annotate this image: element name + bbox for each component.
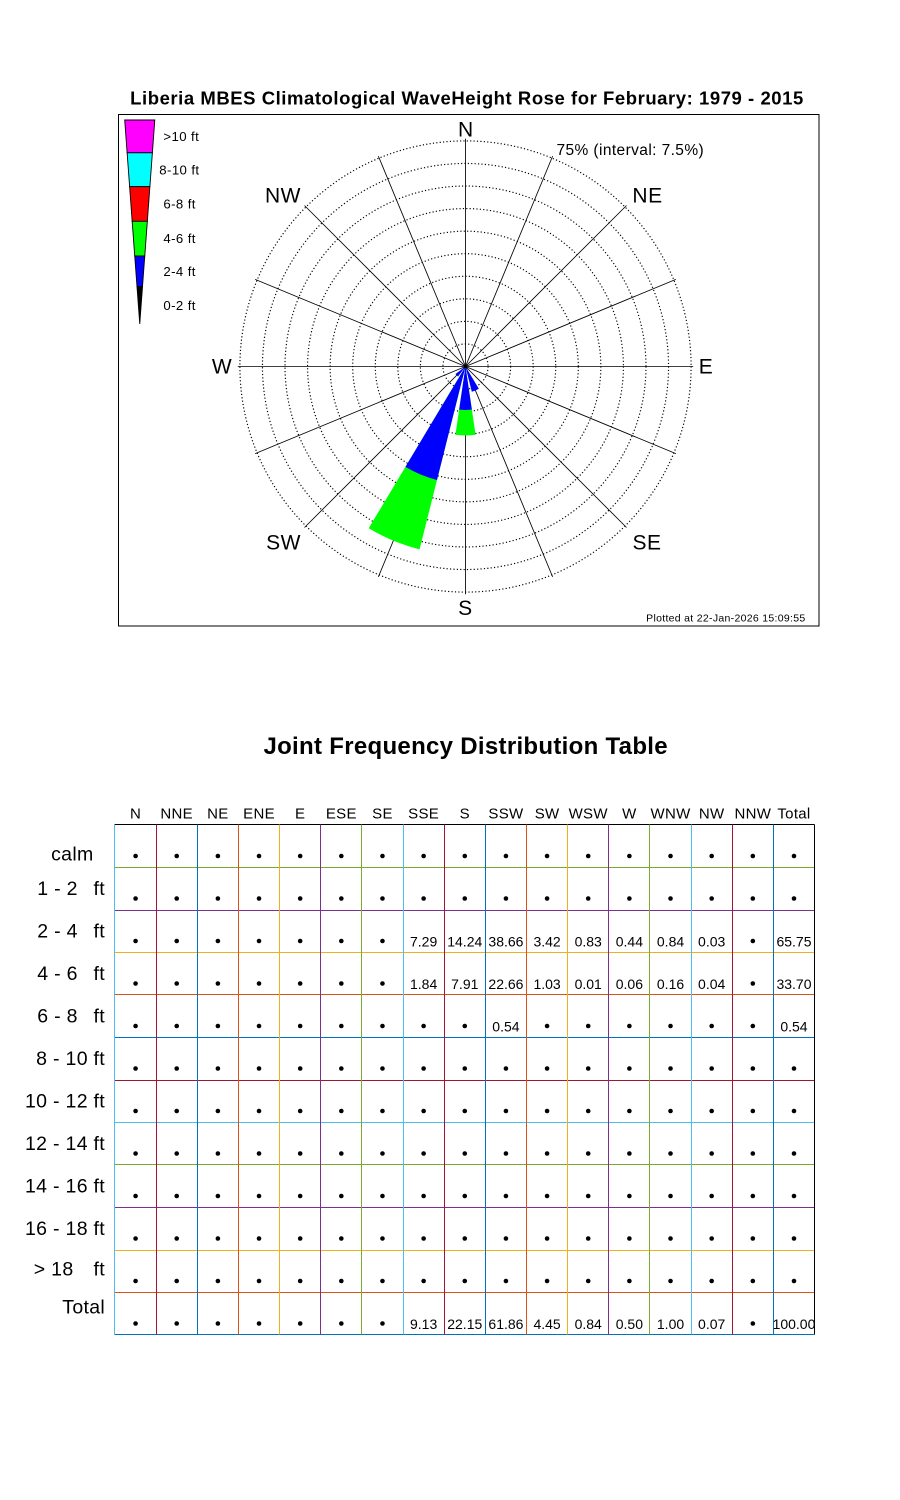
svg-text:1.03: 1.03 bbox=[533, 976, 560, 992]
svg-text:1.00: 1.00 bbox=[657, 1316, 684, 1332]
svg-text:0.83: 0.83 bbox=[575, 934, 602, 950]
svg-text:> 18 ft: > 18 ft bbox=[34, 1258, 106, 1280]
svg-text:6-8 ft: 6-8 ft bbox=[163, 197, 195, 212]
svg-text:0.16: 0.16 bbox=[657, 976, 684, 992]
svg-text:4-6 ft: 4-6 ft bbox=[163, 231, 195, 246]
svg-text:W: W bbox=[622, 806, 637, 823]
svg-text:22.66: 22.66 bbox=[488, 976, 523, 992]
svg-text:SW: SW bbox=[266, 532, 301, 555]
svg-text:SSW: SSW bbox=[488, 806, 524, 823]
svg-text:22.15: 22.15 bbox=[447, 1316, 482, 1332]
svg-text:16 - 18 ft: 16 - 18 ft bbox=[25, 1218, 105, 1240]
svg-text:7.29: 7.29 bbox=[410, 934, 437, 950]
svg-text:NW: NW bbox=[265, 185, 301, 208]
svg-text:SW: SW bbox=[535, 806, 560, 823]
svg-text:14.24: 14.24 bbox=[447, 934, 482, 950]
svg-text:SE: SE bbox=[372, 806, 393, 823]
svg-text:6 - 8 ft: 6 - 8 ft bbox=[37, 1005, 105, 1027]
svg-text:0.44: 0.44 bbox=[616, 934, 643, 950]
svg-text:1.84: 1.84 bbox=[410, 976, 437, 992]
svg-text:S: S bbox=[458, 597, 473, 620]
svg-text:2 - 4 ft: 2 - 4 ft bbox=[37, 920, 105, 942]
svg-text:0.03: 0.03 bbox=[698, 934, 725, 950]
svg-text:0.54: 0.54 bbox=[780, 1019, 807, 1035]
svg-text:0.04: 0.04 bbox=[698, 976, 725, 992]
svg-text:Liberia MBES Climatological Wa: Liberia MBES Climatological WaveHeight R… bbox=[130, 88, 804, 109]
svg-text:38.66: 38.66 bbox=[488, 934, 523, 950]
svg-text:0.54: 0.54 bbox=[492, 1019, 519, 1035]
svg-text:14 - 16 ft: 14 - 16 ft bbox=[25, 1175, 105, 1197]
svg-text:NNE: NNE bbox=[160, 806, 193, 823]
svg-text:100.00: 100.00 bbox=[773, 1316, 816, 1332]
svg-text:N: N bbox=[458, 118, 474, 141]
svg-text:0.06: 0.06 bbox=[616, 976, 643, 992]
svg-text:Total: Total bbox=[62, 1296, 105, 1318]
svg-text:0.84: 0.84 bbox=[575, 1316, 602, 1332]
svg-text:ESE: ESE bbox=[326, 806, 357, 823]
svg-text:10 - 12 ft: 10 - 12 ft bbox=[25, 1090, 105, 1112]
svg-text:NW: NW bbox=[699, 806, 725, 823]
svg-text:W: W bbox=[212, 356, 232, 379]
svg-text:WSW: WSW bbox=[569, 806, 609, 823]
svg-text:NNW: NNW bbox=[734, 806, 771, 823]
svg-text:NE: NE bbox=[207, 806, 228, 823]
svg-text:Total: Total bbox=[777, 806, 810, 823]
svg-text:75% (interval: 7.5%): 75% (interval: 7.5%) bbox=[557, 142, 705, 159]
svg-text:4 - 6 ft: 4 - 6 ft bbox=[37, 963, 105, 985]
svg-text:7.91: 7.91 bbox=[451, 976, 478, 992]
svg-text:Joint Frequency Distribution T: Joint Frequency Distribution Table bbox=[263, 733, 667, 760]
svg-text:0.50: 0.50 bbox=[616, 1316, 643, 1332]
svg-text:0-2 ft: 0-2 ft bbox=[163, 298, 195, 313]
svg-text:12 - 14 ft: 12 - 14 ft bbox=[25, 1133, 105, 1155]
svg-text:>10 ft: >10 ft bbox=[163, 129, 199, 144]
svg-text:NE: NE bbox=[632, 185, 662, 208]
svg-text:Plotted at 22-Jan-2026 15:09:5: Plotted at 22-Jan-2026 15:09:55 bbox=[646, 613, 805, 625]
svg-text:N: N bbox=[130, 806, 141, 823]
svg-text:1 - 2 ft: 1 - 2 ft bbox=[37, 878, 105, 900]
svg-text:4.45: 4.45 bbox=[533, 1316, 560, 1332]
svg-text:SE: SE bbox=[632, 532, 661, 555]
svg-text:E: E bbox=[295, 806, 305, 823]
svg-text:3.42: 3.42 bbox=[533, 934, 560, 950]
svg-text:8 - 10 ft: 8 - 10 ft bbox=[36, 1048, 105, 1070]
svg-text:ENE: ENE bbox=[243, 806, 275, 823]
svg-text:8-10 ft: 8-10 ft bbox=[159, 162, 199, 177]
svg-text:9.13: 9.13 bbox=[410, 1316, 437, 1332]
svg-text:S: S bbox=[460, 806, 470, 823]
svg-text:calm: calm bbox=[51, 844, 93, 866]
svg-text:E: E bbox=[699, 356, 714, 379]
svg-text:65.75: 65.75 bbox=[776, 934, 811, 950]
svg-text:0.01: 0.01 bbox=[575, 976, 602, 992]
svg-text:WNW: WNW bbox=[650, 806, 691, 823]
svg-text:61.86: 61.86 bbox=[488, 1316, 523, 1332]
svg-text:SSE: SSE bbox=[408, 806, 439, 823]
svg-text:0.84: 0.84 bbox=[657, 934, 684, 950]
svg-text:2-4 ft: 2-4 ft bbox=[163, 264, 195, 279]
svg-text:33.70: 33.70 bbox=[776, 976, 811, 992]
svg-text:0.07: 0.07 bbox=[698, 1316, 725, 1332]
